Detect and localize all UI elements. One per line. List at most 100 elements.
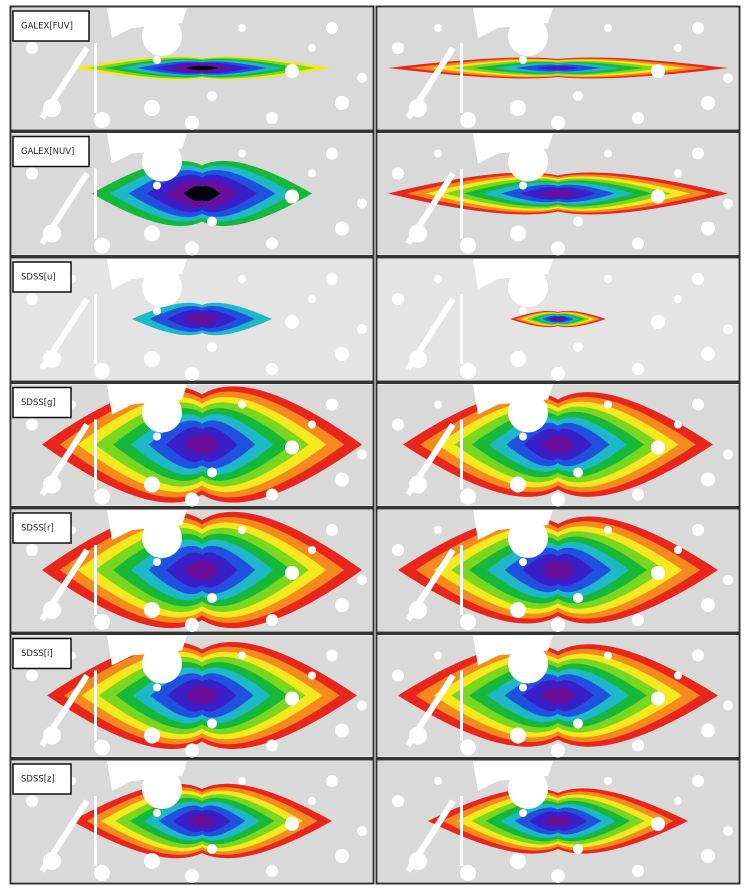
masked-star: [26, 669, 38, 682]
masked-star: [357, 575, 367, 585]
masked-star: [723, 449, 733, 460]
masked-star: [153, 683, 161, 692]
masked-star: [94, 865, 110, 881]
image-panel: GALEX[NUV]: [9, 131, 375, 257]
masked-star: [43, 475, 61, 494]
masked-star: [460, 363, 476, 379]
masked-star: [326, 147, 338, 160]
masked-star: [185, 618, 199, 632]
masked-column: [94, 43, 97, 113]
masked-star: [335, 723, 349, 738]
masked-star: [651, 440, 665, 455]
masked-star: [144, 351, 160, 367]
image-panel: [375, 131, 741, 257]
masked-star: [326, 524, 338, 536]
masked-star: [692, 22, 704, 34]
image-panel: [375, 382, 741, 508]
masked-star: [326, 775, 338, 787]
panel-border: [375, 256, 741, 383]
masked-star: [434, 149, 442, 158]
masked-star: [285, 315, 299, 329]
masked-star: [573, 467, 583, 478]
masked-star: [519, 683, 527, 692]
masked-star: [392, 795, 404, 807]
masked-star: [185, 869, 199, 883]
image-panel: [375, 507, 741, 634]
masked-star: [701, 723, 715, 738]
masked-column: [460, 545, 463, 615]
masked-star: [510, 853, 526, 869]
image-panel: [375, 256, 741, 383]
masked-column: [460, 796, 463, 866]
masked-star: [308, 797, 316, 805]
masked-star: [43, 350, 61, 368]
image-panel: [375, 633, 741, 759]
masked-star: [43, 601, 61, 619]
masked-star: [692, 775, 704, 787]
galaxy-contour: [540, 686, 576, 705]
masked-star: [357, 700, 367, 711]
label-box: [12, 763, 72, 795]
masked-star: [604, 24, 612, 32]
masked-star: [460, 237, 476, 254]
masked-star: [238, 149, 246, 158]
masked-star: [266, 112, 278, 124]
masked-star: [238, 526, 246, 534]
masked-star: [460, 865, 476, 881]
panel-label: GALEX[NUV]: [21, 147, 74, 157]
galaxy-contour: [540, 560, 576, 580]
masked-star: [207, 467, 217, 478]
masked-star: [144, 727, 160, 744]
masked-star: [434, 400, 442, 409]
masked-star: [26, 42, 38, 54]
masked-star: [326, 22, 338, 34]
masked-star: [207, 91, 217, 101]
masked-star: [308, 546, 316, 554]
panel-label: GALEX[FUV]: [21, 22, 73, 32]
masked-star: [573, 91, 583, 101]
masked-star: [573, 718, 583, 729]
image-panel: SDSS[u]: [9, 256, 375, 383]
masked-star: [43, 726, 61, 745]
panel-border: [9, 633, 375, 759]
masked-star: [285, 691, 299, 706]
masked-star: [632, 363, 644, 375]
masked-star: [510, 225, 526, 242]
masked-star: [723, 198, 733, 209]
masked-artifact: [473, 635, 553, 666]
panel-label: SDSS[g]: [21, 398, 56, 408]
masked-star: [335, 598, 349, 612]
masked-star: [692, 273, 704, 285]
label-box: [12, 261, 72, 293]
masked-artifact: [473, 259, 553, 289]
masked-star: [392, 293, 404, 305]
masked-star: [604, 526, 612, 534]
masked-star: [357, 826, 367, 836]
masked-star: [409, 224, 427, 243]
panel-label: SDSS[z]: [21, 775, 55, 785]
masked-column: [460, 419, 463, 490]
masked-star: [392, 544, 404, 556]
masked-star: [238, 651, 246, 660]
masked-star: [285, 189, 299, 204]
masked-star: [632, 112, 644, 124]
masked-star: [409, 99, 427, 117]
masked-column: [94, 796, 97, 866]
masked-star: [510, 476, 526, 493]
masked-star: [266, 739, 278, 752]
masked-star: [723, 73, 733, 83]
masked-star: [723, 700, 733, 711]
masked-star: [692, 524, 704, 536]
panel-label: SDSS[r]: [21, 524, 54, 534]
masked-column: [460, 670, 463, 741]
masked-column: [460, 294, 463, 364]
masked-star: [144, 225, 160, 242]
masked-artifact: [107, 259, 187, 289]
panel-border: [375, 633, 741, 759]
masked-star: [153, 307, 161, 315]
masked-star: [674, 44, 682, 52]
galaxy-contour: [183, 185, 221, 202]
masked-star: [357, 73, 367, 83]
masked-column: [460, 168, 463, 239]
